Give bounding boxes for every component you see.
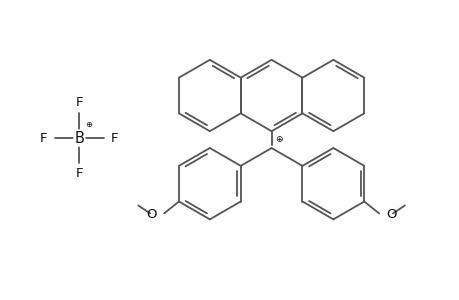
Text: ⊕: ⊕: [274, 135, 282, 144]
Text: ⊕: ⊕: [84, 120, 92, 129]
Text: F: F: [75, 167, 83, 180]
Text: F: F: [75, 96, 83, 110]
Text: F: F: [40, 132, 48, 145]
Text: F: F: [111, 132, 118, 145]
Text: O: O: [385, 208, 396, 221]
Text: O: O: [146, 208, 157, 221]
Text: B: B: [74, 130, 84, 146]
